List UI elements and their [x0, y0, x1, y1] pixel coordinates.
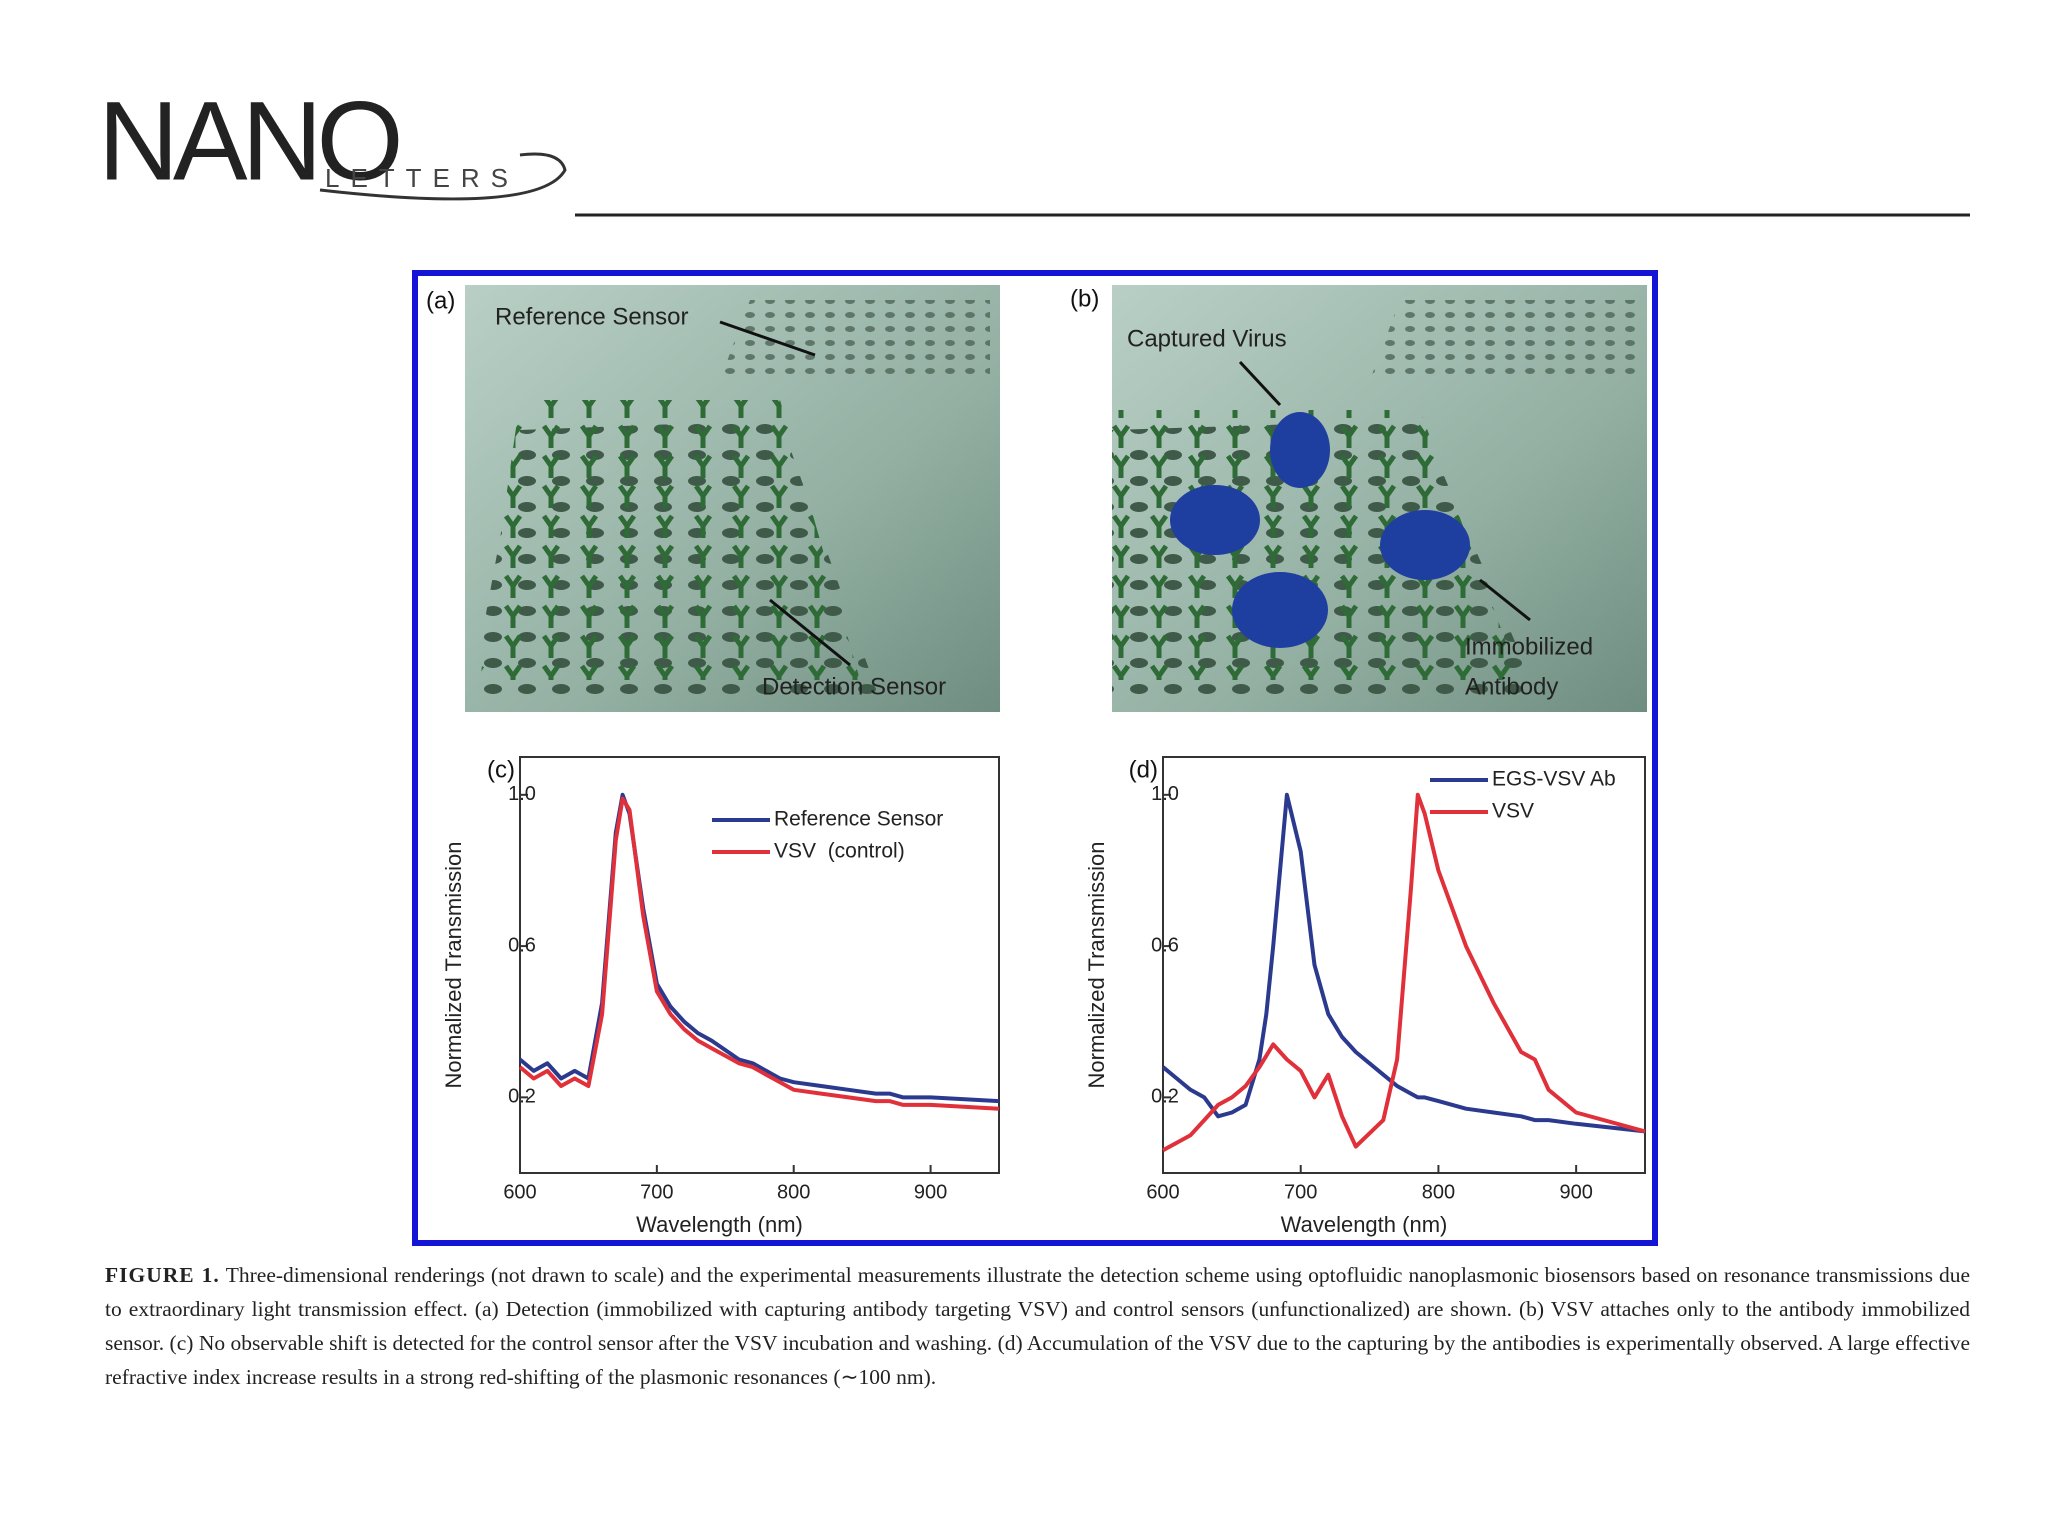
- plot-frame: [1162, 756, 1646, 1174]
- figure-frame: [412, 270, 1658, 1246]
- y-tick-label: 0.6: [1151, 934, 1179, 956]
- y-tick-label: 0.2: [1151, 1086, 1179, 1108]
- arrow: [1238, 360, 1282, 407]
- antibodies: [1112, 410, 1520, 680]
- panel-label: Immobilized: [1465, 633, 1593, 660]
- data-line: [518, 792, 1000, 1104]
- data-line: [1162, 792, 1646, 1153]
- logo-swoosh: [319, 152, 567, 201]
- x-tick-label: 700: [1284, 1181, 1317, 1203]
- journal-name: NANO: [98, 79, 398, 204]
- panel-label: Reference Sensor: [495, 303, 688, 330]
- legend-label: VSV (control): [774, 840, 905, 863]
- reference-array: [1370, 300, 1640, 380]
- virus: [1380, 510, 1470, 580]
- arrow: [769, 598, 851, 667]
- y-axis-title: Normalized Transmission: [441, 842, 466, 1089]
- panel-a: [465, 285, 1000, 712]
- panel-letter: (d): [1129, 756, 1158, 783]
- virus: [1170, 485, 1260, 555]
- panel-b: [1112, 285, 1647, 712]
- y-tick-label: 1.0: [1151, 783, 1179, 805]
- antibodies: [480, 400, 860, 680]
- caption-text: Three-dimensional renderings (not drawn …: [105, 1263, 1970, 1389]
- caption-label: FIGURE 1.: [105, 1263, 220, 1287]
- x-tick-label: 900: [914, 1181, 947, 1203]
- x-tick-label: 800: [777, 1181, 810, 1203]
- x-tick-label: 700: [640, 1181, 673, 1203]
- y-tick-label: 1.0: [508, 783, 536, 805]
- virus: [1232, 572, 1328, 648]
- x-tick-label: 600: [1146, 1181, 1179, 1203]
- figure-caption: FIGURE 1. Three-dimensional renderings (n…: [105, 1258, 1970, 1394]
- plot-frame: [519, 756, 1000, 1174]
- y-tick-label: 0.2: [508, 1086, 536, 1108]
- y-tick-label: 0.6: [508, 934, 536, 956]
- x-axis-title: Wavelength (nm): [1281, 1212, 1448, 1237]
- virus: [1270, 412, 1330, 488]
- panel-letter: (c): [487, 756, 515, 783]
- legend-label: EGS-VSV Ab: [1492, 768, 1616, 791]
- legend-label: VSV: [1492, 800, 1534, 823]
- y-axis-title: Normalized Transmission: [1084, 842, 1109, 1089]
- data-line: [518, 796, 1000, 1111]
- data-line: [1161, 792, 1646, 1134]
- panel-label: Detection Sensor: [762, 673, 946, 700]
- journal-subtitle: LETTERS: [325, 163, 519, 193]
- arrow: [719, 320, 816, 357]
- panel-letter: (b): [1070, 285, 1099, 312]
- panel-letter: (a): [426, 287, 455, 314]
- x-axis-title: Wavelength (nm): [636, 1212, 803, 1237]
- reference-array: [720, 300, 990, 380]
- arrow: [1479, 578, 1531, 622]
- x-tick-label: 600: [503, 1181, 536, 1203]
- x-tick-label: 900: [1559, 1181, 1592, 1203]
- panel-label: Captured Virus: [1127, 325, 1287, 352]
- panel-label: Antibody: [1465, 673, 1558, 700]
- x-tick-label: 800: [1422, 1181, 1455, 1203]
- legend-label: Reference Sensor: [774, 808, 943, 831]
